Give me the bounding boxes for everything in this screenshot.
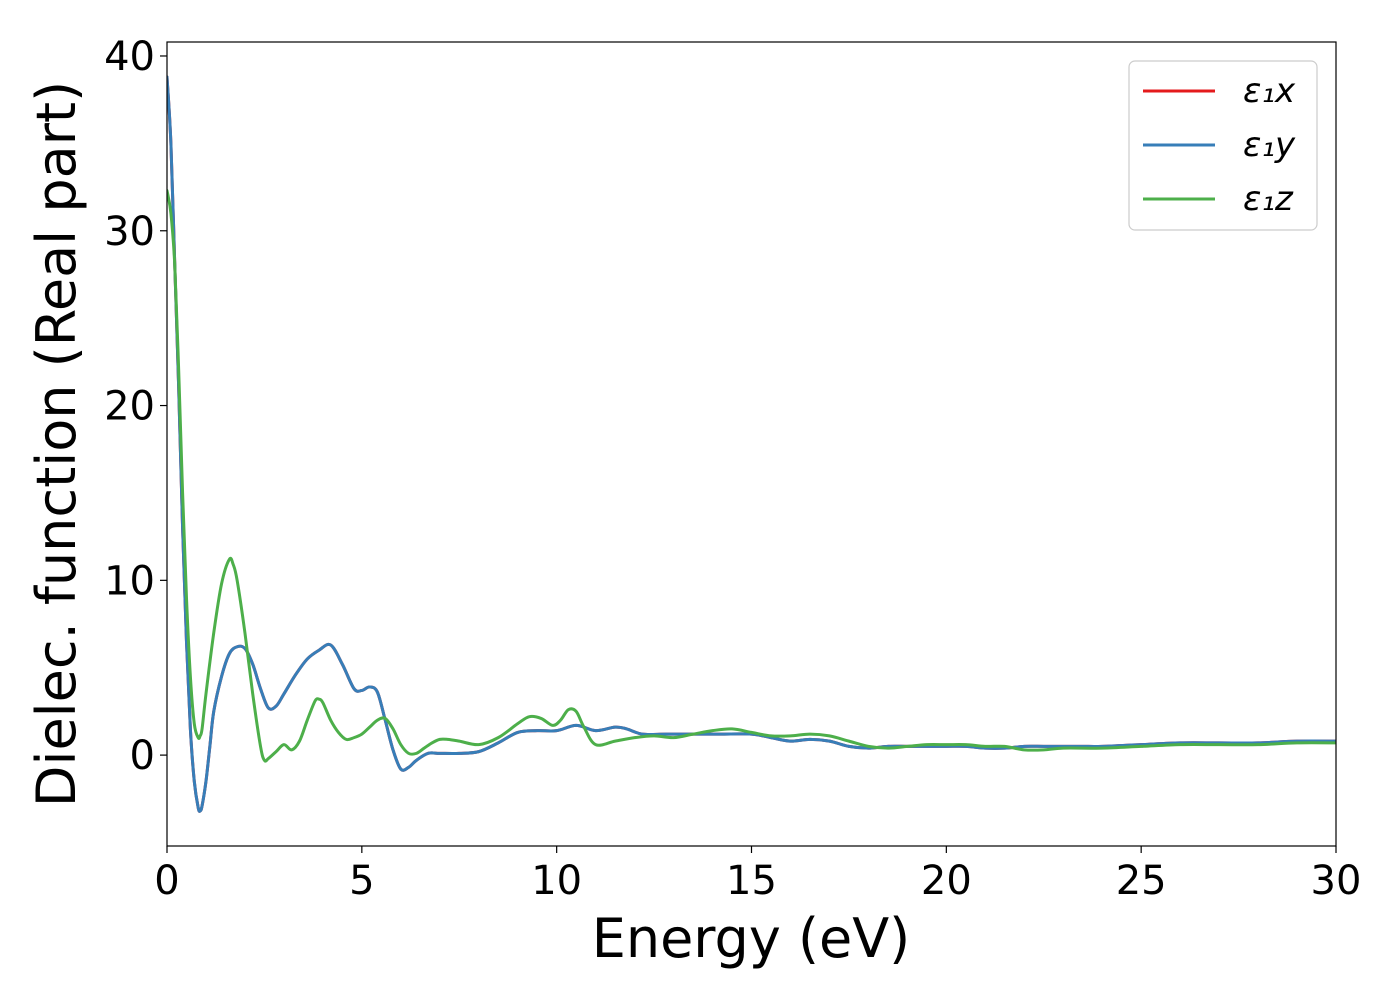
x-tick-label: 15 xyxy=(726,858,777,904)
y-tick-label: 20 xyxy=(104,384,155,430)
y-tick-label: 0 xyxy=(130,733,155,779)
x-tick-label: 20 xyxy=(921,858,972,904)
series-e1y-line xyxy=(167,75,1336,813)
legend: ε₁x ε₁y ε₁z xyxy=(1128,60,1318,231)
x-tick-label: 0 xyxy=(154,858,179,904)
ticks-layer: 0 5 10 15 20 25 30 0 10 20 30 40 xyxy=(104,34,1361,904)
series-layer xyxy=(167,75,1336,813)
y-tick-label: 10 xyxy=(104,558,155,604)
y-tick-label: 30 xyxy=(104,209,155,255)
x-tick-label: 30 xyxy=(1311,858,1362,904)
legend-label: ε₁z xyxy=(1243,179,1294,219)
legend-box xyxy=(1128,60,1318,231)
x-axis-title: Energy (eV) xyxy=(592,907,911,970)
y-axis-title: Dielec. function (Real part) xyxy=(25,81,88,807)
x-tick-label: 5 xyxy=(349,858,374,904)
legend-label: ε₁y xyxy=(1243,125,1296,165)
series-e1z-line xyxy=(167,189,1336,763)
legend-label: ε₁x xyxy=(1243,71,1296,111)
x-tick-label: 10 xyxy=(531,858,582,904)
x-tick-label: 25 xyxy=(1116,858,1167,904)
y-tick-label: 40 xyxy=(104,34,155,80)
